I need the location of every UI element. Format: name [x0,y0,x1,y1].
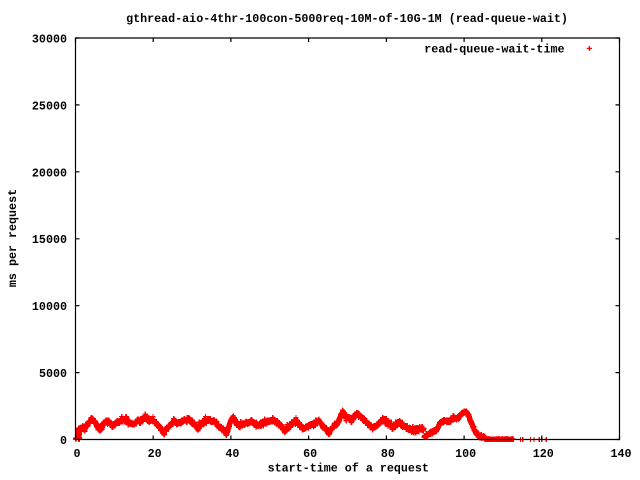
svg-text:120: 120 [533,447,554,461]
svg-text:0: 0 [60,434,67,448]
svg-text:start-time of a request: start-time of a request [268,462,429,476]
svg-text:60: 60 [303,447,317,461]
svg-text:40: 40 [225,447,239,461]
svg-text:gthread-aio-4thr-100con-5000re: gthread-aio-4thr-100con-5000req-10M-of-1… [126,12,568,26]
svg-text:read-queue-wait-time: read-queue-wait-time [424,42,564,56]
svg-text:15000: 15000 [32,233,67,247]
svg-text:0: 0 [73,447,80,461]
svg-text:30000: 30000 [32,33,67,47]
svg-text:100: 100 [455,447,476,461]
svg-text:25000: 25000 [32,99,67,113]
svg-text:5000: 5000 [39,367,67,381]
svg-text:ms per request: ms per request [6,189,20,287]
svg-text:20000: 20000 [32,166,67,180]
svg-text:10000: 10000 [32,300,67,314]
svg-text:80: 80 [381,447,395,461]
svg-text:140: 140 [610,447,631,461]
svg-text:20: 20 [148,447,162,461]
